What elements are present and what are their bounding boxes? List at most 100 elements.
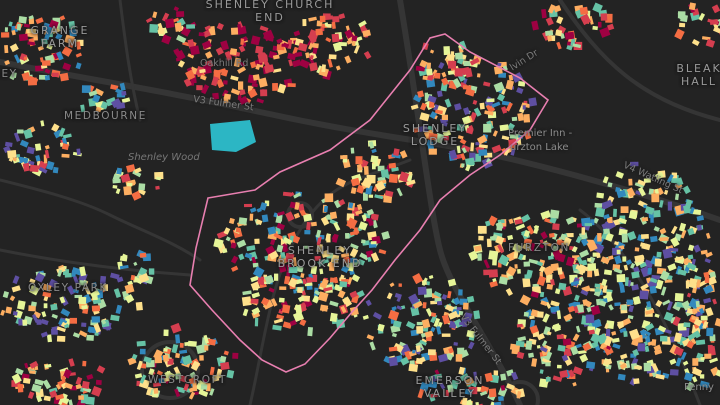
label-westcroft: WESTCROFT [148, 374, 228, 386]
building-block [12, 157, 18, 162]
building-block [80, 104, 86, 113]
building-block [252, 262, 259, 268]
building-block [674, 193, 680, 201]
building-block [445, 389, 449, 397]
building-block [185, 69, 196, 81]
building-block [488, 269, 499, 278]
building-block [680, 229, 687, 239]
building-block [655, 299, 663, 308]
building-block [130, 274, 136, 281]
building-block [132, 170, 142, 178]
building-block [351, 274, 361, 283]
building-block [529, 325, 539, 334]
building-block [165, 18, 175, 29]
building-block [136, 360, 143, 371]
building-block [250, 275, 260, 283]
building-block [659, 270, 670, 282]
building-block [115, 304, 123, 315]
building-block [647, 340, 655, 346]
building-block [66, 285, 76, 296]
building-block [459, 138, 467, 145]
building-block [547, 35, 553, 42]
building-block [134, 167, 142, 174]
building-block [90, 289, 100, 299]
building-block [189, 45, 200, 56]
building-block [238, 89, 246, 96]
building-block [359, 252, 369, 261]
building-block [703, 297, 712, 304]
place-label-fenny: Fenny [684, 382, 714, 393]
building-block [247, 88, 258, 99]
building-block [585, 314, 595, 323]
building-block [42, 379, 52, 390]
building-block [44, 68, 51, 74]
building-block [289, 191, 295, 197]
building-block [4, 27, 8, 32]
building-block [175, 57, 181, 62]
building-block [438, 62, 445, 70]
building-block [220, 40, 230, 51]
building-block [251, 307, 261, 316]
building-block [461, 66, 471, 76]
building-block [389, 282, 395, 288]
building-block [670, 225, 678, 235]
building-block [68, 20, 76, 30]
building-block [454, 52, 464, 60]
building-block [198, 32, 205, 37]
building-block [415, 65, 425, 72]
building-block [295, 304, 303, 314]
building-block [514, 218, 523, 225]
building-block [506, 265, 517, 276]
building-block [645, 309, 655, 315]
building-block [428, 380, 438, 389]
building-block [263, 32, 271, 40]
building-block [388, 346, 398, 352]
building-block [612, 208, 617, 217]
building-block [562, 236, 572, 247]
building-block [319, 15, 326, 23]
building-block [463, 107, 471, 116]
building-block [230, 255, 239, 264]
building-block [299, 318, 307, 327]
building-block [294, 51, 303, 58]
building-block [572, 333, 580, 342]
building-block [12, 275, 20, 285]
building-block [698, 307, 705, 315]
building-block [441, 77, 449, 86]
building-block [667, 201, 672, 211]
building-block [634, 182, 645, 189]
building-block [603, 335, 613, 347]
building-block [13, 132, 21, 142]
building-block [192, 382, 198, 392]
building-block [370, 252, 380, 263]
building-block [586, 240, 598, 252]
building-block [531, 358, 538, 367]
building-block [674, 28, 685, 40]
building-block [163, 329, 169, 337]
building-block [335, 65, 341, 71]
building-block [556, 41, 562, 50]
building-block [547, 4, 556, 14]
building-block [617, 373, 626, 381]
building-block [237, 23, 242, 31]
building-block [44, 149, 50, 159]
building-block [408, 363, 419, 372]
building-block [94, 88, 104, 97]
building-block [480, 385, 489, 394]
building-block [523, 311, 529, 317]
building-block [653, 344, 662, 352]
building-block [362, 314, 369, 320]
building-block [562, 338, 572, 346]
building-block [644, 205, 655, 215]
building-block [570, 345, 579, 356]
building-block [333, 221, 341, 232]
building-block [643, 178, 651, 183]
building-block [370, 213, 379, 221]
building-block [276, 222, 286, 231]
building-block [23, 23, 31, 28]
building-block [264, 64, 275, 74]
building-block [528, 97, 538, 107]
building-block [436, 326, 442, 335]
